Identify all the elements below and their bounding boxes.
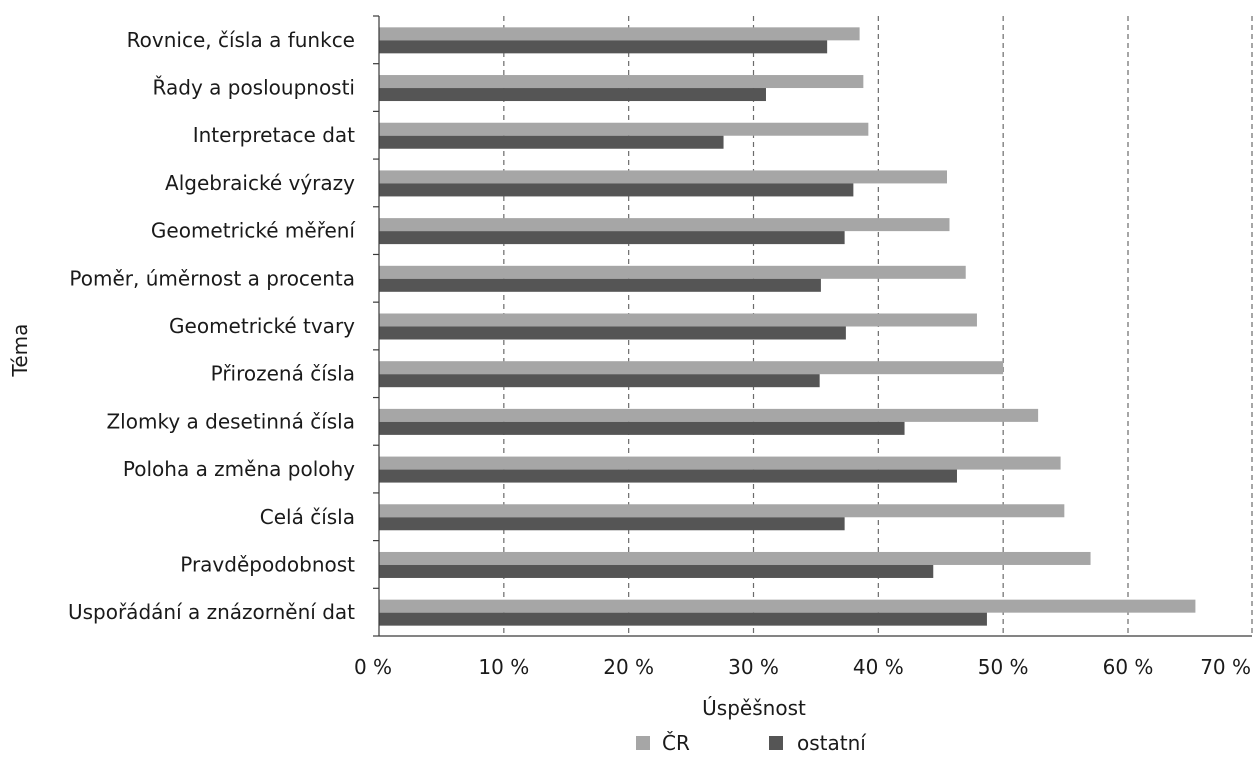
bar-cr — [379, 218, 950, 232]
x-tick-label: 70 % — [1200, 655, 1251, 679]
x-tick-label: 60 % — [1103, 655, 1154, 679]
bar-cr — [379, 27, 860, 41]
category-label: Pravděpodobnost — [180, 552, 355, 576]
x-tick-label: 50 % — [978, 655, 1029, 679]
x-tick-label: 0 % — [354, 655, 392, 679]
category-label: Uspořádání a znázornění dat — [68, 600, 355, 624]
bar-ostatni — [379, 564, 934, 578]
bar-ostatni — [379, 421, 905, 435]
category-label: Interpretace dat — [193, 123, 355, 147]
x-axis-title: Úspěšnost — [702, 696, 806, 720]
axes — [373, 15, 1252, 637]
x-tick-label: 20 % — [603, 655, 654, 679]
legend-swatch-cr — [636, 736, 650, 750]
category-label: Poměr, úměrnost a procenta — [69, 266, 355, 290]
legend: ČR ostatní — [636, 731, 867, 755]
category-label: Celá čísla — [260, 505, 355, 529]
bar-ostatni — [379, 469, 957, 483]
bar-ostatni — [379, 183, 854, 197]
bar-ostatni — [379, 135, 724, 149]
x-tick-label: 40 % — [853, 655, 904, 679]
bar-cr — [379, 313, 977, 327]
bar-cr — [379, 361, 1004, 375]
bars — [379, 27, 1196, 626]
legend-label-ostatni: ostatní — [797, 731, 867, 755]
category-label: Přirozená čísla — [211, 362, 355, 386]
bar-cr — [379, 170, 947, 184]
bar-ostatni — [379, 231, 845, 245]
bar-cr — [379, 408, 1039, 422]
category-label: Geometrické měření — [151, 219, 357, 243]
legend-label-cr: ČR — [662, 731, 690, 755]
bar-cr — [379, 551, 1091, 565]
bar-ostatni — [379, 517, 845, 531]
x-tick-label: 30 % — [728, 655, 779, 679]
labels: Rovnice, čísla a funkce Řady a posloupnos… — [8, 28, 1251, 720]
legend-swatch-ostatni — [769, 736, 783, 750]
bar-ostatni — [379, 88, 766, 102]
y-axis-title: Téma — [8, 324, 32, 378]
bar-ostatni — [379, 612, 987, 626]
bar-cr — [379, 599, 1196, 613]
bar-ostatni — [379, 278, 821, 292]
category-label: Algebraické výrazy — [165, 171, 355, 195]
bar-cr — [379, 504, 1065, 518]
bar-ostatni — [379, 374, 820, 388]
category-label: Řady a posloupnosti — [153, 76, 355, 100]
bar-cr — [379, 456, 1061, 470]
bar-cr — [379, 265, 966, 279]
category-label: Poloha a změna polohy — [123, 457, 355, 481]
bar-cr — [379, 75, 864, 89]
category-label: Rovnice, čísla a funkce — [127, 28, 355, 52]
bar-cr — [379, 122, 869, 136]
x-tick-label: 10 % — [478, 655, 529, 679]
bar-ostatni — [379, 40, 828, 54]
bar-ostatni — [379, 326, 846, 340]
category-label: Geometrické tvary — [169, 314, 355, 338]
category-label: Zlomky a desetinná čísla — [106, 409, 355, 433]
